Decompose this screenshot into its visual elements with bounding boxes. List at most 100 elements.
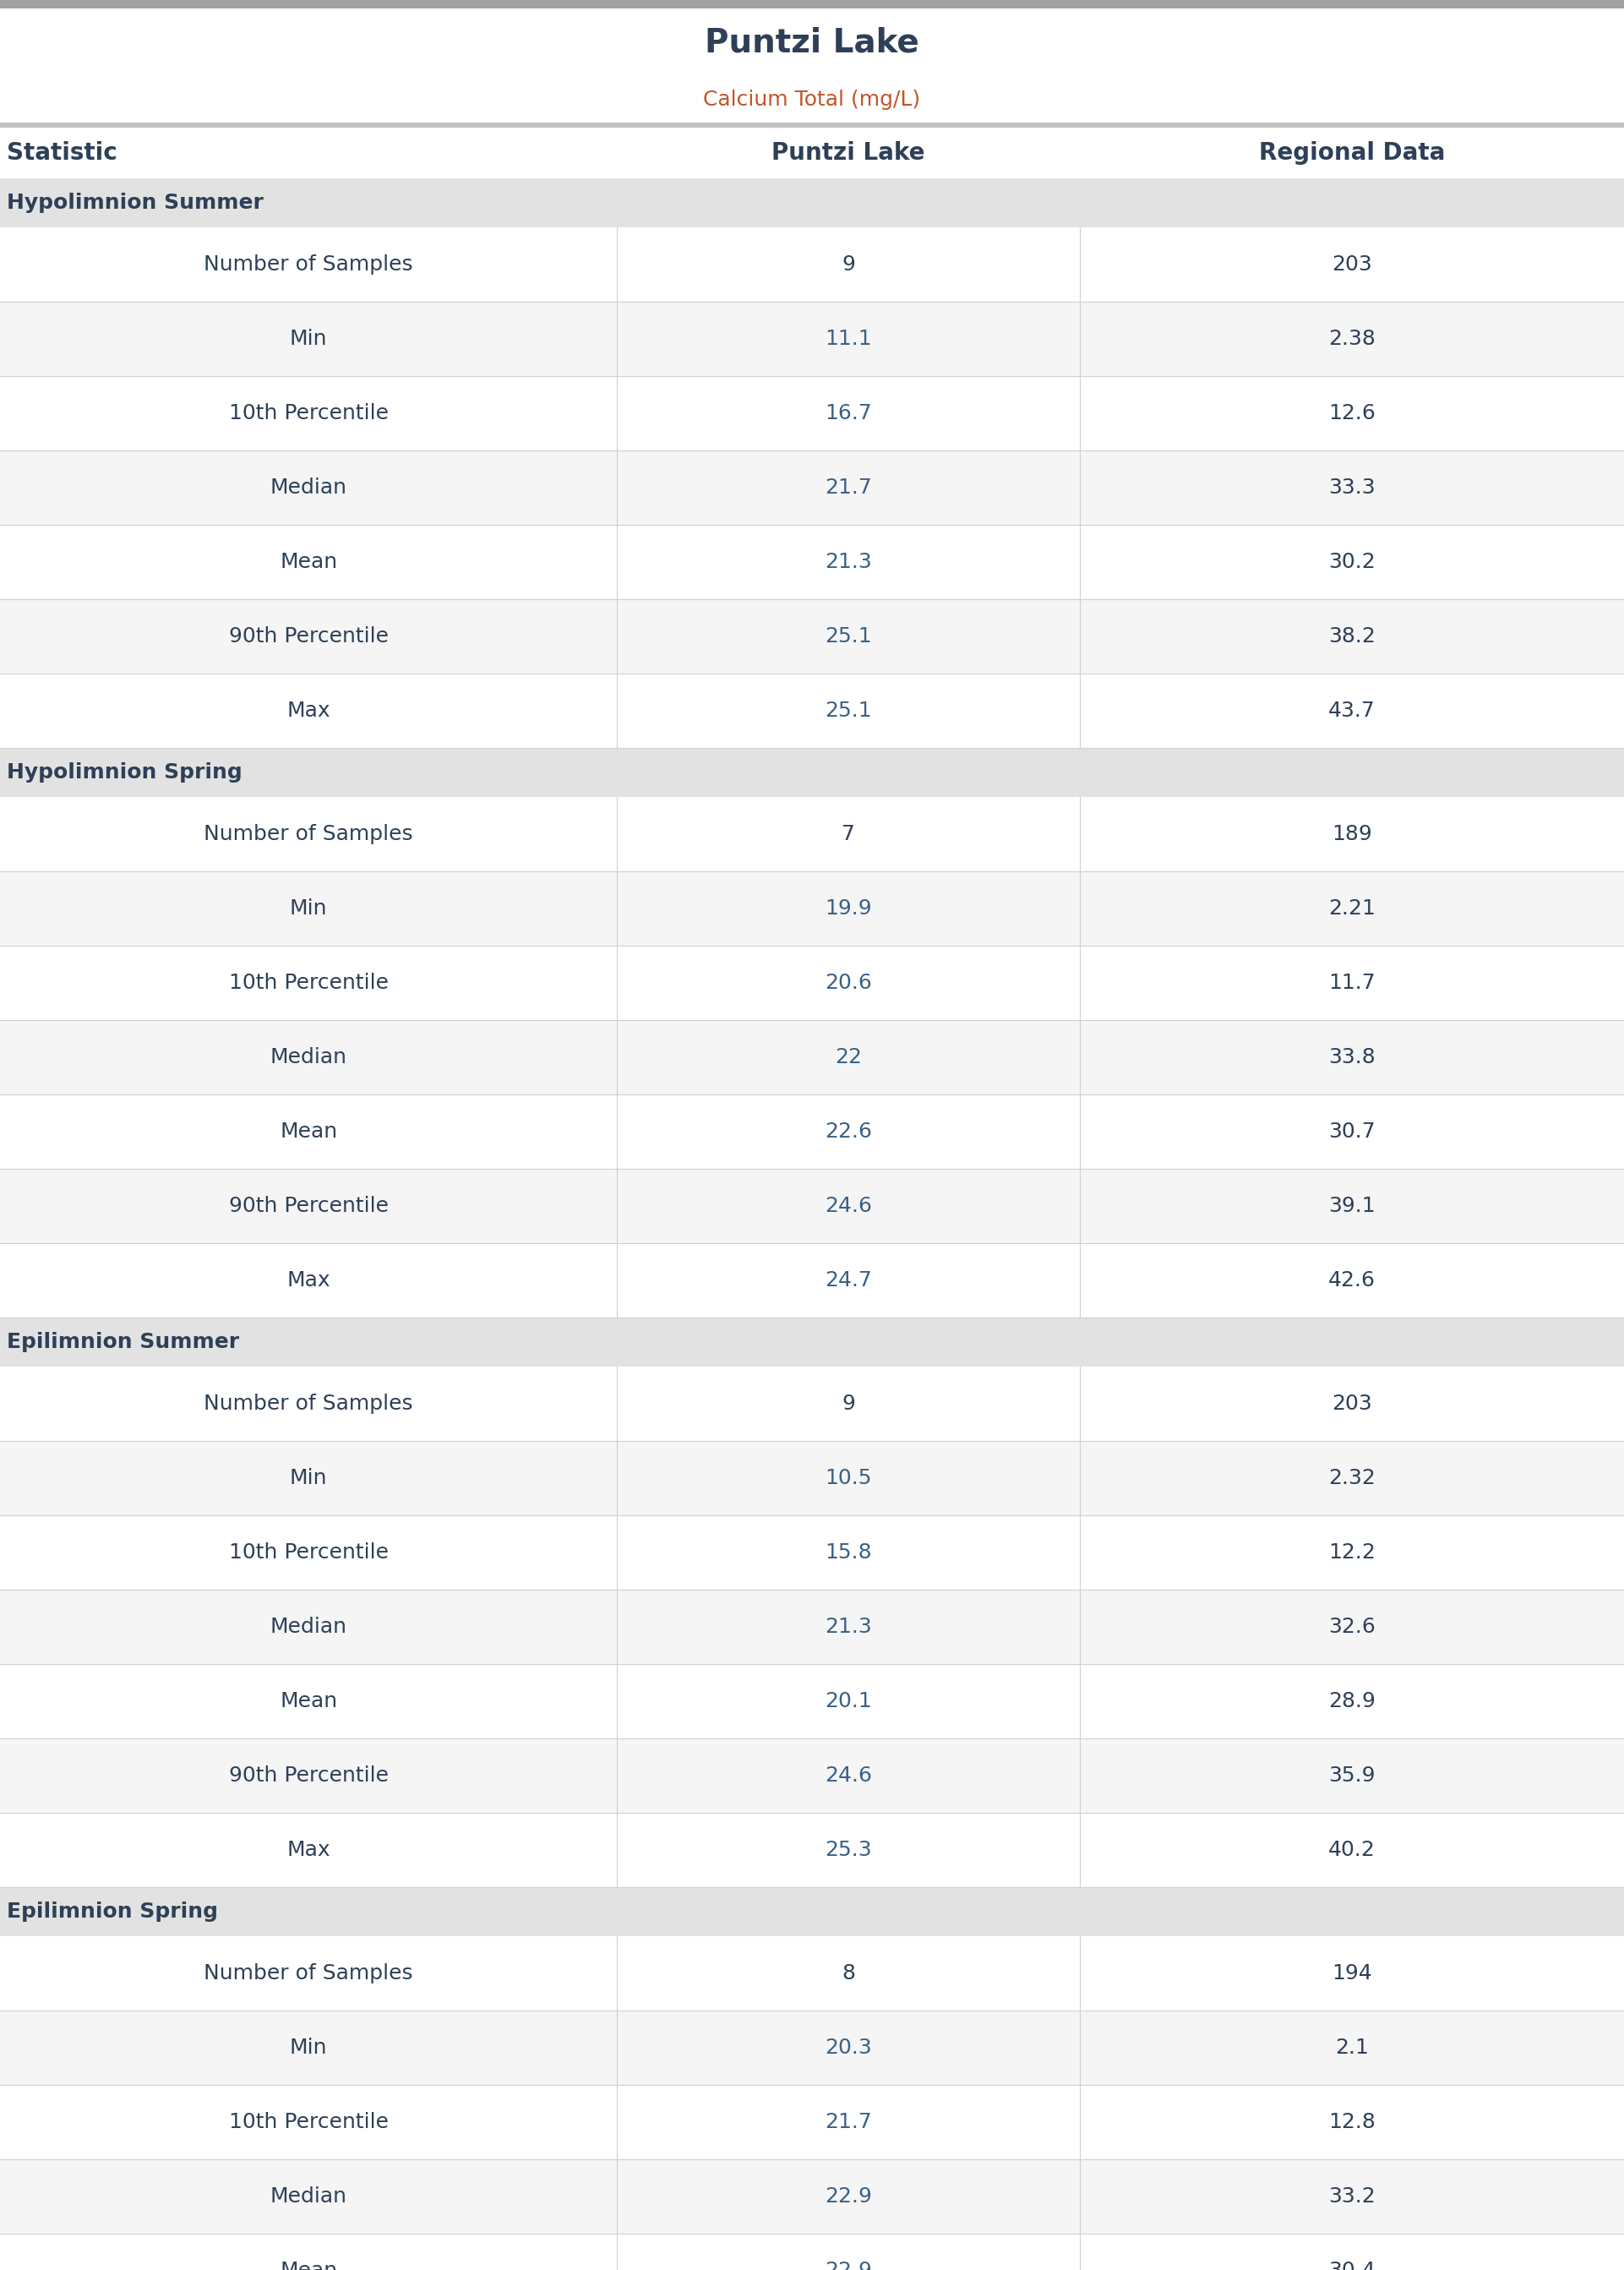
- Text: Regional Data: Regional Data: [1259, 141, 1445, 166]
- Bar: [0, 2084, 1624, 2159]
- Text: 90th Percentile: 90th Percentile: [229, 1766, 388, 1786]
- Text: 194: 194: [1332, 1964, 1372, 1984]
- Text: 21.3: 21.3: [825, 552, 872, 572]
- Text: Min: Min: [289, 899, 328, 919]
- Text: 20.6: 20.6: [825, 974, 872, 992]
- Bar: [0, 123, 1624, 127]
- Text: 16.7: 16.7: [825, 404, 872, 424]
- Text: Min: Min: [289, 1469, 328, 1489]
- Text: Min: Min: [289, 329, 328, 350]
- Bar: [0, 1664, 1624, 1739]
- Bar: [0, 377, 1624, 449]
- Text: 10.5: 10.5: [825, 1469, 872, 1489]
- Text: Max: Max: [287, 1271, 330, 1292]
- Text: 2.21: 2.21: [1328, 899, 1376, 919]
- Text: Mean: Mean: [279, 552, 338, 572]
- Text: Number of Samples: Number of Samples: [205, 254, 412, 275]
- Bar: [0, 302, 1624, 377]
- Bar: [0, 1317, 1624, 1367]
- Bar: [0, 449, 1624, 524]
- Text: Min: Min: [289, 2038, 328, 2059]
- Bar: [0, 797, 1624, 872]
- Text: 20.3: 20.3: [825, 2038, 872, 2059]
- Bar: [0, 1589, 1624, 1664]
- Text: Max: Max: [287, 701, 330, 722]
- Bar: [0, 127, 1624, 179]
- Bar: [0, 599, 1624, 674]
- Text: 203: 203: [1332, 254, 1372, 275]
- Text: 90th Percentile: 90th Percentile: [229, 1196, 388, 1217]
- Text: 40.2: 40.2: [1328, 1839, 1376, 1859]
- Text: 12.8: 12.8: [1328, 2111, 1376, 2132]
- Text: 35.9: 35.9: [1328, 1766, 1376, 1786]
- Text: Hypolimnion Spring: Hypolimnion Spring: [6, 763, 242, 783]
- Text: 10th Percentile: 10th Percentile: [229, 404, 388, 424]
- Text: Median: Median: [270, 1046, 348, 1067]
- Bar: [0, 2234, 1624, 2270]
- Bar: [0, 674, 1624, 747]
- Text: 2.38: 2.38: [1328, 329, 1376, 350]
- Text: 20.1: 20.1: [825, 1691, 872, 1712]
- Bar: [0, 1244, 1624, 1317]
- Bar: [0, 1516, 1624, 1589]
- Text: 24.6: 24.6: [825, 1196, 872, 1217]
- Text: 10th Percentile: 10th Percentile: [229, 974, 388, 992]
- Bar: [0, 1019, 1624, 1094]
- Text: 9: 9: [841, 254, 856, 275]
- Bar: [0, 9, 1624, 77]
- Text: Puntzi Lake: Puntzi Lake: [705, 27, 919, 59]
- Bar: [0, 1441, 1624, 1516]
- Bar: [0, 1739, 1624, 1814]
- Text: Max: Max: [287, 1839, 330, 1859]
- Text: Number of Samples: Number of Samples: [205, 1964, 412, 1984]
- Text: 32.6: 32.6: [1328, 1616, 1376, 1637]
- Text: Mean: Mean: [279, 1121, 338, 1142]
- Text: 22.9: 22.9: [825, 2261, 872, 2270]
- Bar: [0, 747, 1624, 797]
- Text: 21.7: 21.7: [825, 2111, 872, 2132]
- Text: Epilimnion Spring: Epilimnion Spring: [6, 1902, 218, 1923]
- Bar: [0, 1367, 1624, 1441]
- Text: Number of Samples: Number of Samples: [205, 1394, 412, 1414]
- Text: Mean: Mean: [279, 2261, 338, 2270]
- Text: 7: 7: [841, 824, 856, 844]
- Bar: [0, 1169, 1624, 1244]
- Text: 30.4: 30.4: [1328, 2261, 1376, 2270]
- Text: 30.2: 30.2: [1328, 552, 1376, 572]
- Bar: [0, 0, 1624, 9]
- Text: Hypolimnion Summer: Hypolimnion Summer: [6, 193, 263, 213]
- Text: 12.2: 12.2: [1328, 1541, 1376, 1562]
- Text: 33.8: 33.8: [1328, 1046, 1376, 1067]
- Text: Median: Median: [270, 2186, 348, 2206]
- Text: 22.9: 22.9: [825, 2186, 872, 2206]
- Text: Median: Median: [270, 477, 348, 497]
- Text: Number of Samples: Number of Samples: [205, 824, 412, 844]
- Bar: [0, 872, 1624, 947]
- Text: 203: 203: [1332, 1394, 1372, 1414]
- Bar: [0, 1886, 1624, 1936]
- Bar: [0, 947, 1624, 1019]
- Text: 21.3: 21.3: [825, 1616, 872, 1637]
- Bar: [0, 524, 1624, 599]
- Text: Mean: Mean: [279, 1691, 338, 1712]
- Text: 28.9: 28.9: [1328, 1691, 1376, 1712]
- Text: 12.6: 12.6: [1328, 404, 1376, 424]
- Text: 9: 9: [841, 1394, 856, 1414]
- Text: 2.1: 2.1: [1335, 2038, 1369, 2059]
- Text: 25.3: 25.3: [825, 1839, 872, 1859]
- Text: 33.2: 33.2: [1328, 2186, 1376, 2206]
- Text: Calcium Total (mg/L): Calcium Total (mg/L): [703, 89, 921, 109]
- Text: 19.9: 19.9: [825, 899, 872, 919]
- Text: 43.7: 43.7: [1328, 701, 1376, 722]
- Text: Median: Median: [270, 1616, 348, 1637]
- Text: 189: 189: [1332, 824, 1372, 844]
- Text: 2.32: 2.32: [1328, 1469, 1376, 1489]
- Text: 11.1: 11.1: [825, 329, 872, 350]
- Text: 21.7: 21.7: [825, 477, 872, 497]
- Text: 8: 8: [841, 1964, 856, 1984]
- Text: 33.3: 33.3: [1328, 477, 1376, 497]
- Bar: [0, 1814, 1624, 1886]
- Text: Puntzi Lake: Puntzi Lake: [771, 141, 926, 166]
- Bar: [0, 179, 1624, 227]
- Text: 24.6: 24.6: [825, 1766, 872, 1786]
